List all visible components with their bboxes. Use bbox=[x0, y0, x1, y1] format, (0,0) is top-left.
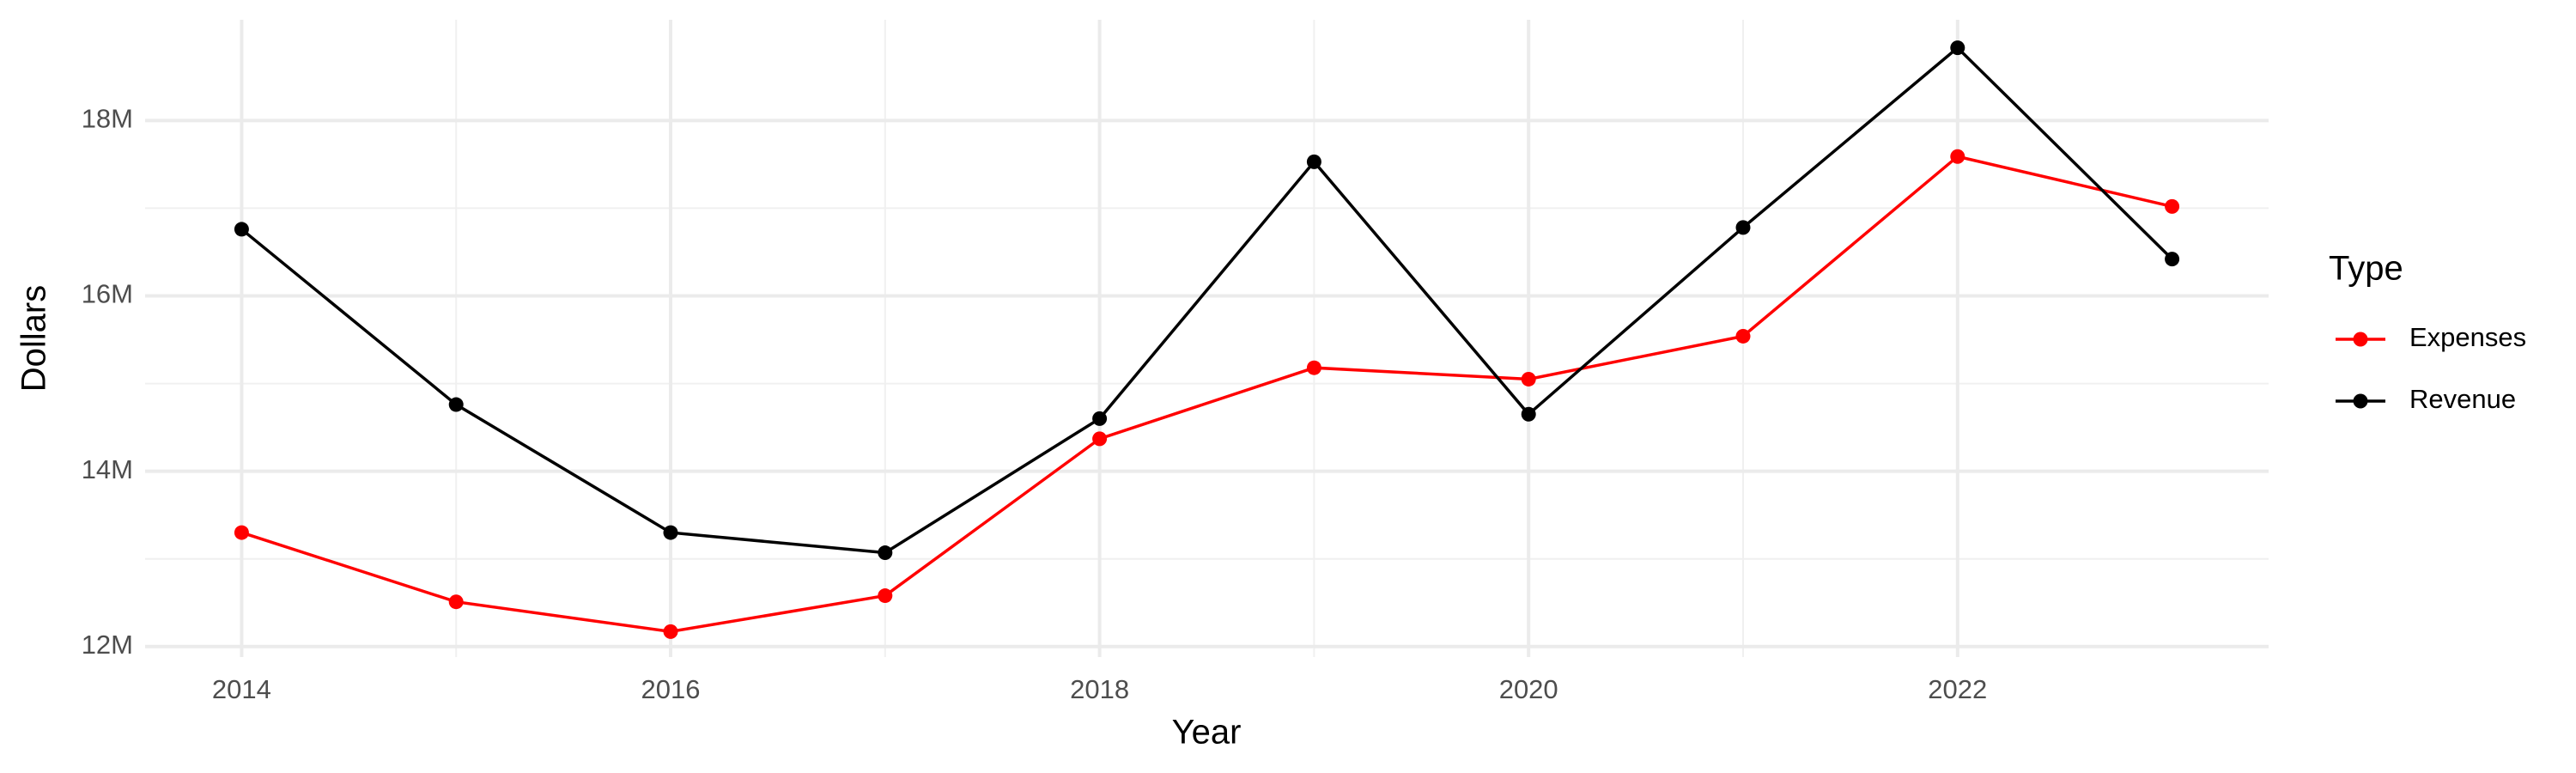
y-tick-label: 18M bbox=[82, 104, 133, 134]
series-line bbox=[240, 155, 2172, 634]
data-point bbox=[234, 222, 249, 237]
y-tick-label: 14M bbox=[82, 454, 133, 484]
y-tick-label: 12M bbox=[82, 630, 133, 660]
data-point bbox=[1735, 220, 1751, 235]
data-point bbox=[878, 545, 893, 561]
data-point bbox=[234, 525, 249, 540]
data-point bbox=[1950, 149, 1965, 164]
data-point bbox=[1092, 411, 1108, 426]
x-tick-label: 2020 bbox=[1499, 674, 1558, 704]
data-point bbox=[1092, 431, 1108, 447]
data-point bbox=[448, 397, 464, 412]
legend-key-point bbox=[2353, 393, 2368, 409]
legend-title: Type bbox=[2329, 250, 2403, 288]
data-point bbox=[1950, 40, 1965, 56]
data-point bbox=[1735, 328, 1751, 344]
data-point bbox=[663, 624, 678, 639]
data-point bbox=[1306, 360, 1321, 375]
x-tick-label: 2018 bbox=[1070, 674, 1129, 704]
series-line bbox=[240, 46, 2173, 555]
x-tick-label: 2022 bbox=[1928, 674, 1987, 704]
data-point bbox=[448, 594, 464, 610]
data-point bbox=[878, 588, 893, 604]
y-tick-label: 16M bbox=[82, 279, 133, 309]
data-point bbox=[2165, 198, 2180, 214]
data-point bbox=[1521, 406, 1536, 422]
legend-label: Revenue bbox=[2409, 384, 2516, 414]
x-tick-label: 2016 bbox=[641, 674, 701, 704]
data-point bbox=[663, 525, 678, 540]
data-point bbox=[1306, 154, 1321, 169]
data-point bbox=[2165, 252, 2180, 267]
legend-label: Expenses bbox=[2409, 322, 2526, 352]
data-point bbox=[1521, 371, 1536, 386]
grid bbox=[145, 20, 2269, 657]
x-axis-title: Year bbox=[1172, 714, 1242, 752]
x-tick-label: 2014 bbox=[212, 674, 271, 704]
y-axis-title: Dollars bbox=[15, 285, 53, 392]
legend-key-point bbox=[2353, 332, 2368, 347]
